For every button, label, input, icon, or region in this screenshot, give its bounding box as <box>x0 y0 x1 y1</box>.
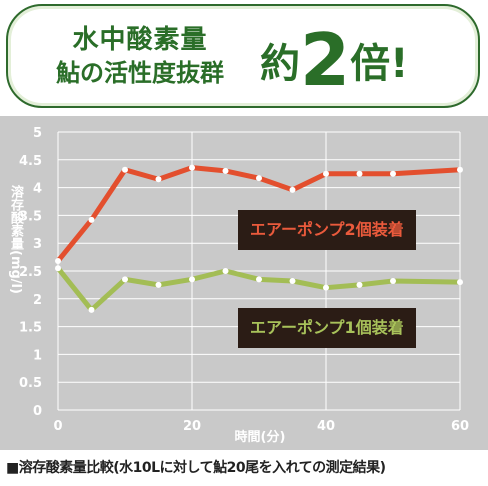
x-tick-label: 60 <box>451 419 469 434</box>
banner-approx: 約 <box>260 41 300 87</box>
y-tick-label: 4.5 <box>19 154 42 169</box>
data-point <box>356 170 363 177</box>
series-line-2 <box>55 265 463 313</box>
legend-one-pump: エアーポンプ1個装着 <box>238 308 416 348</box>
data-point <box>155 176 162 183</box>
banner-times: 倍 <box>350 41 391 87</box>
y-tick-label: 3.5 <box>19 209 42 224</box>
y-tick-label: 5 <box>33 126 42 141</box>
data-point <box>390 170 396 177</box>
data-point <box>256 175 262 182</box>
x-tick-label: 20 <box>183 419 201 434</box>
y-tick-label: 0 <box>33 404 42 419</box>
data-point <box>323 284 329 291</box>
data-point <box>256 276 262 283</box>
legend-two-pumps: エアーポンプ2個装着 <box>238 210 416 250</box>
banner-exclamation: ! <box>390 41 409 87</box>
y-tick-label: 4 <box>33 182 42 197</box>
data-point <box>323 170 329 177</box>
chart-caption: ■溶存酸素量比較(水10Lに対して鮎20尾を入れての測定結果) <box>6 460 386 476</box>
data-point <box>390 278 396 285</box>
data-point <box>189 164 195 171</box>
banner-line-2: 鮎の活性度抜群 <box>56 59 224 87</box>
headline-banner: 水中酸素量 鮎の活性度抜群 約 2 倍 ! <box>6 4 480 108</box>
y-tick-label: 3 <box>33 237 42 252</box>
data-point <box>222 167 229 174</box>
data-point <box>457 166 463 173</box>
y-tick-label: 2 <box>33 293 42 308</box>
y-axis-label: 溶存酸素量(mg/l) <box>8 185 23 294</box>
y-tick-label: 0.5 <box>19 376 42 391</box>
data-point <box>88 216 95 223</box>
data-point <box>457 279 463 286</box>
y-tick-label: 1 <box>33 348 42 363</box>
x-tick-label: 0 <box>53 419 62 434</box>
banner-emphasis: 約 2 倍 ! <box>260 20 408 96</box>
data-point <box>122 276 128 283</box>
data-point <box>122 166 128 173</box>
x-tick-label: 40 <box>317 419 335 434</box>
x-axis-label: 時間(分) <box>234 430 286 445</box>
data-point <box>55 257 61 264</box>
data-point <box>55 265 61 272</box>
data-point <box>289 186 296 193</box>
y-tick-label: 2.5 <box>19 265 42 280</box>
banner-left-text: 水中酸素量 鮎の活性度抜群 <box>24 24 256 90</box>
data-point <box>356 281 363 288</box>
banner-number: 2 <box>300 18 351 102</box>
data-point <box>222 268 229 274</box>
data-point <box>155 281 162 288</box>
y-tick-label: 1.5 <box>19 321 42 336</box>
series-line-1 <box>55 165 463 264</box>
banner-line-1: 水中酸素量 <box>72 25 208 55</box>
data-point <box>289 278 296 285</box>
data-point <box>88 306 95 313</box>
data-point <box>189 276 195 283</box>
